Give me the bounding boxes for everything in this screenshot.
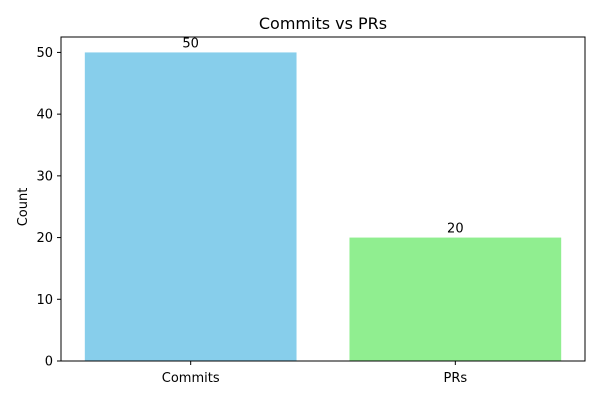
y-tick-label: 20 <box>36 231 53 246</box>
y-tick-label: 0 <box>45 355 53 370</box>
chart-title: Commits vs PRs <box>259 14 387 33</box>
y-tick-label: 30 <box>36 169 53 184</box>
y-tick-label: 10 <box>36 293 53 308</box>
data-label-commits: 50 <box>182 36 199 51</box>
bar-prs <box>349 237 562 361</box>
x-tick-label-prs: PRs <box>443 371 467 386</box>
bar-commits <box>84 52 297 362</box>
plot-area: 50 20 0 10 20 30 40 50 Commits PRs <box>36 36 586 386</box>
data-label-prs: 20 <box>447 222 464 237</box>
axes-frame <box>60 36 586 362</box>
y-axis-label: Count <box>16 188 31 227</box>
y-tick-label: 40 <box>36 108 53 123</box>
y-tick-label: 50 <box>36 46 53 61</box>
x-tick-label-commits: Commits <box>162 371 220 386</box>
